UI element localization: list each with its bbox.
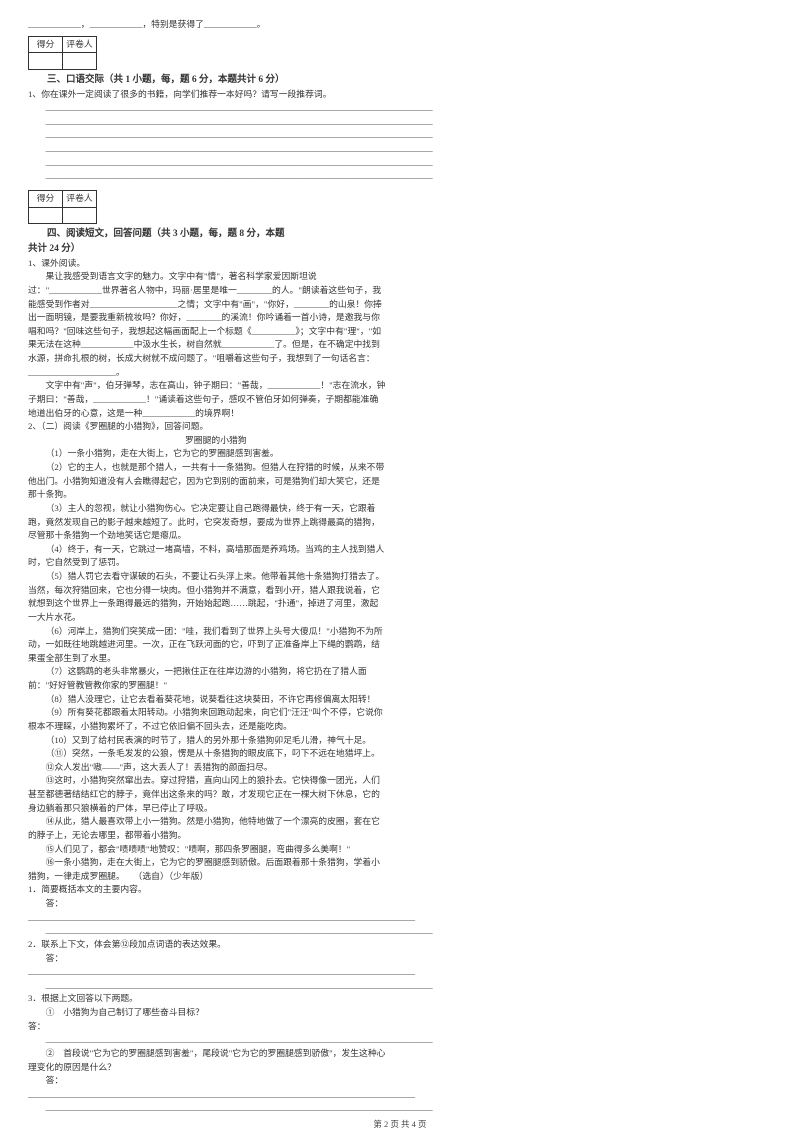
story-para: ⑮人们见了，都会"啧啧啧"地赞叹："啧啊，那四条罗圈腿，弯曲得多么美啊！" bbox=[28, 843, 386, 857]
blank-line: ________________________________________… bbox=[28, 128, 386, 142]
blank-line: ________________________________________… bbox=[28, 924, 386, 938]
answer-line: 答：______________________________________… bbox=[28, 1074, 386, 1101]
story-para: ⑫众人发出"嗷——"声，这大丢人了！丢猎狗的颜面扫尽。 bbox=[28, 761, 386, 775]
passage-p1: 果让我感受到语言文字的魅力。文字中有"情"，著名科学家爱因斯坦说过："_____… bbox=[28, 270, 386, 379]
two-column-body: ____________，____________，特别是获得了________… bbox=[28, 18, 772, 1115]
question-3b: ② 首段说"它为它的罗圈腿感到害羞"，尾段说"它为它的罗圈腿感到骄傲"，发生这种… bbox=[28, 1047, 386, 1074]
section4-title-line1: 四、阅读短文，回答问题（共 3 小题，每，题 8 分，本题 bbox=[28, 227, 386, 242]
story-para: （⑪）突然，一条毛发发的公狼，愣是从十条猎狗的眼皮底下，叼下不远在地猎坪上。 bbox=[28, 747, 386, 761]
passage-p2: 文字中有"声"，伯牙弹琴，志在高山，钟子期曰："善哉，____________！… bbox=[28, 379, 386, 420]
blank-line: ________________________________________… bbox=[28, 979, 386, 993]
blank-line: ________________________________________… bbox=[28, 101, 386, 115]
sec4-q1-head: 1、课外阅读。 bbox=[28, 257, 386, 271]
question-3a: ① 小猎狗为自己制订了哪些奋斗目标？ bbox=[28, 1006, 386, 1020]
story-para: ⑭从此，猎人最喜欢带上小一猎狗。然是小猎狗，他特地做了一个漂亮的皮圈，套在它的脖… bbox=[28, 815, 386, 842]
page-number: 第 2 页 共 4 页 bbox=[28, 1115, 772, 1130]
story-para: （9）所有葵花都跟着太阳转动。小猎狗来回跑动起来，向它们"汪汪"叫个不停，它说你… bbox=[28, 706, 386, 733]
answer-label: 答： bbox=[28, 1020, 386, 1034]
story-para: （6）河岸上，猎狗们突笑成一团："哇，我们看到了世界上头号大傻瓜！"小猎狗不为所… bbox=[28, 625, 386, 666]
sec3-q1: 1、你在课外一定阅读了很多的书籍，向学们推荐一本好吗？请写一段推荐词。 bbox=[28, 88, 386, 102]
story-para: （10）又到了给村民表演的时节了，猎人的另外那十条猎狗卯足毛儿滑，神气十足。 bbox=[28, 734, 386, 748]
story-title: 罗圈腿的小猎狗 bbox=[28, 434, 386, 448]
blank-line: ________________________________________… bbox=[28, 169, 386, 183]
story-para: ⑬这时，小猎狗突然窜出去。穿过狩猎，直向山冈上的狼扑去。它快得像一团光，人们甚至… bbox=[28, 774, 386, 815]
question-3: 3．根据上文回答以下两题。 bbox=[28, 992, 386, 1006]
question-1: 1．简要概括本文的主要内容。 bbox=[28, 883, 386, 897]
section4-title-line2: 共计 24 分） bbox=[28, 242, 386, 257]
score-box-sec3: 得分 评卷人 bbox=[28, 36, 97, 70]
story-para: （7）这鹦鹉的老头非常暴火，一把揪住正在往岸边游的小猎狗，将它扔在了猎人面前："… bbox=[28, 665, 386, 692]
score-cell: 得分 bbox=[29, 190, 63, 207]
score-cell: 得分 bbox=[29, 36, 63, 53]
story-para: （5）猎人罚它去看守谋破的石头，不要让石头浮上来。他带着其他十条猎狗打猎去了。当… bbox=[28, 570, 386, 625]
blank-line: ________________________________________… bbox=[28, 115, 386, 129]
story-para: （3）主人的忽视，就让小猎狗伤心。它决定要让自己跑得最快，终于有一天，它跟着跑，… bbox=[28, 502, 386, 543]
top-fill-line: ____________，____________，特别是获得了________… bbox=[28, 18, 386, 32]
story-para: （4）终于，有一天，它跳过一堵高墙，不料，高墙那面是养鸡场。当鸡的主人找到猎人时… bbox=[28, 543, 386, 570]
grader-cell: 评卷人 bbox=[63, 190, 97, 207]
blank-line: ________________________________________… bbox=[28, 142, 386, 156]
story-para: （1）一条小猎狗，走在大街上，它为它的罗圈腿感到害羞。 bbox=[28, 447, 386, 461]
blank-line: ________________________________________… bbox=[28, 156, 386, 170]
blank-line: ________________________________________… bbox=[28, 1033, 386, 1047]
story-para: （2）它的主人，也就是那个猎人，一共有十一条猎狗。但猎人在狩猎的时候，从来不带他… bbox=[28, 461, 386, 502]
section3-title: 三、口语交际（共 1 小题，每，题 6 分，本题共计 6 分） bbox=[28, 73, 386, 88]
question-2: 2．联系上下文，体会第⑫段加点词语的表达效果。 bbox=[28, 938, 386, 952]
blank-line: ________________________________________… bbox=[28, 1101, 386, 1115]
answer-line: 答：______________________________________… bbox=[28, 897, 386, 924]
story-para: （8）猎人没理它，让它去看着葵花地，说葵看往这块葵田，不许它再修偏离太阳转！ bbox=[28, 693, 386, 707]
sec4-q2-head: 2、（二）阅读《罗圈腿的小猎狗》，回答问题。 bbox=[28, 420, 386, 434]
score-box-sec4: 得分 评卷人 bbox=[28, 190, 97, 224]
story-para: ⑯一条小猎狗，走在大街上，它为它的罗圈腿感到骄傲。后面跟着那十条猎狗，学着小猎狗… bbox=[28, 856, 386, 883]
answer-line: 答：______________________________________… bbox=[28, 952, 386, 979]
grader-cell: 评卷人 bbox=[63, 36, 97, 53]
